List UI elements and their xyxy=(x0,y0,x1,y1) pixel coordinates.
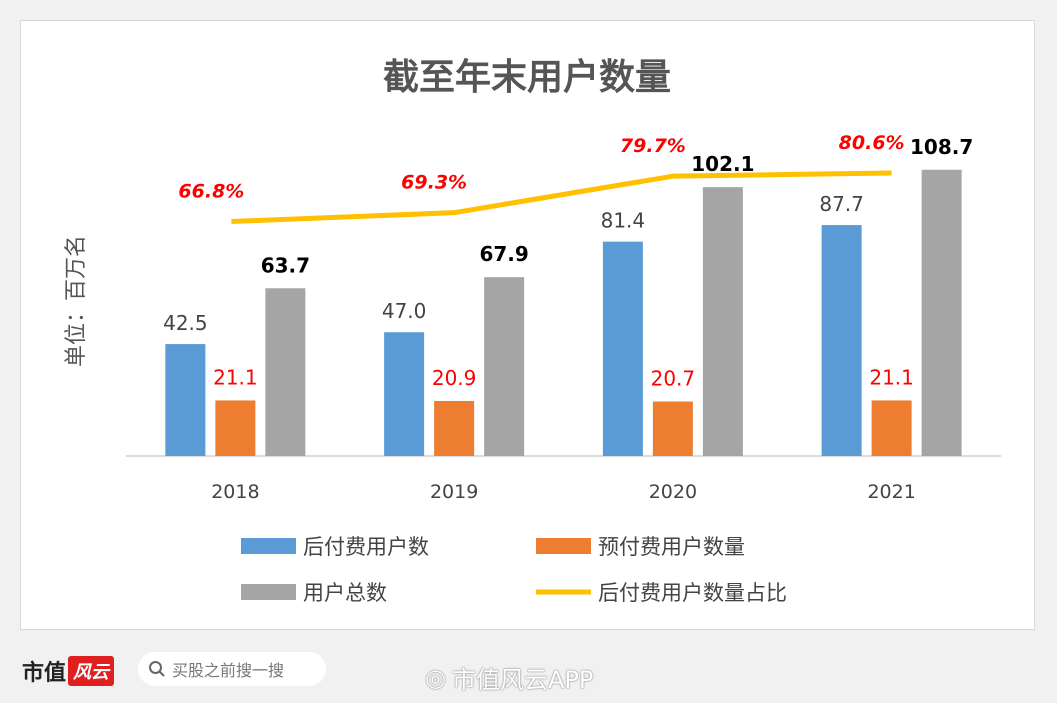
legend-label: 用户总数 xyxy=(303,581,387,605)
bar xyxy=(652,401,693,456)
logo-red-text: 风云 xyxy=(68,656,115,686)
search-icon xyxy=(149,661,165,677)
x-tick-label: 2020 xyxy=(649,481,697,503)
data-label: 102.1 xyxy=(691,152,754,176)
bar xyxy=(434,400,475,456)
chart-card: 截至年末用户数量单位：百万名 2018 2019 2020 2021 42.5 47.0 81… xyxy=(20,20,1035,630)
line-series xyxy=(231,170,892,224)
data-label: 87.7 xyxy=(819,192,864,216)
data-label: 63.7 xyxy=(261,253,310,277)
x-tick-label: 2021 xyxy=(867,481,915,503)
search-placeholder: 买股之前搜一搜 xyxy=(172,661,285,680)
data-label: 108.7 xyxy=(910,135,973,159)
data-label: 21.1 xyxy=(869,365,914,389)
bar xyxy=(215,400,256,456)
data-label: 20.9 xyxy=(432,366,477,390)
line-data-label: 80.6% xyxy=(839,132,905,154)
legend-swatch xyxy=(241,584,296,600)
legend-swatch xyxy=(241,538,296,554)
x-tick-label: 2019 xyxy=(430,481,478,503)
y-axis-label: 单位：百万名 xyxy=(64,235,89,367)
bar xyxy=(602,241,643,456)
bar xyxy=(265,288,306,456)
data-label: 20.7 xyxy=(651,366,696,390)
data-label: 47.0 xyxy=(382,299,427,323)
bar xyxy=(871,400,912,456)
legend-label: 后付费用户数量占比 xyxy=(598,581,787,605)
legend-label: 预付费用户数量 xyxy=(598,535,745,559)
bar xyxy=(702,187,743,457)
weibo-watermark: ◎ 市值风云APP xyxy=(425,660,593,695)
legend-swatch xyxy=(536,538,591,554)
data-label: 42.5 xyxy=(163,311,208,335)
logo-text: 市值 xyxy=(22,661,67,686)
weibo-icon: ◎ xyxy=(425,663,446,692)
legend-label: 后付费用户数 xyxy=(303,535,429,559)
bar xyxy=(921,169,962,457)
line-data-label: 66.8% xyxy=(178,180,244,202)
watermark-text: 市值风云APP xyxy=(451,666,594,694)
line-data-label: 79.7% xyxy=(620,135,686,157)
bar xyxy=(384,332,425,456)
bar xyxy=(484,277,525,456)
bar xyxy=(821,225,862,456)
search-input[interactable]: 买股之前搜一搜 xyxy=(138,652,326,686)
data-label: 81.4 xyxy=(601,209,646,233)
line-data-label: 69.3% xyxy=(401,172,467,194)
data-label: 21.1 xyxy=(213,365,258,389)
brand-logo: 市值 风云 xyxy=(22,655,115,687)
bar xyxy=(165,344,206,456)
x-tick-label: 2018 xyxy=(211,481,259,503)
data-label: 67.9 xyxy=(479,242,528,266)
chart-title: 截至年末用户数量 xyxy=(383,57,671,98)
